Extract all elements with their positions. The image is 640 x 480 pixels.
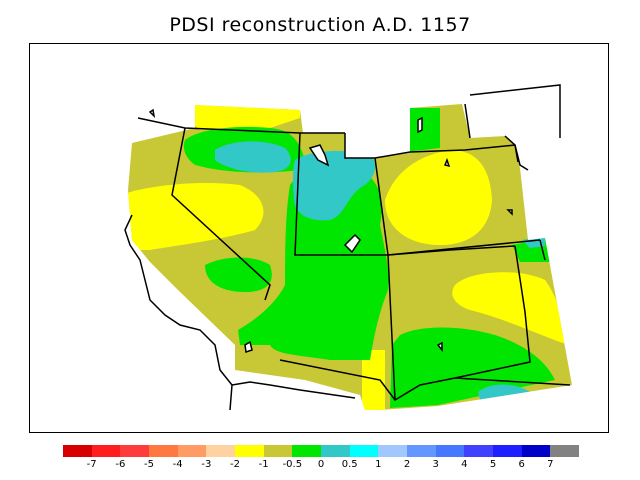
legend-swatch [292,445,322,457]
legend-swatch [263,445,293,457]
coastline [124,214,356,411]
legend-swatch [63,445,92,457]
legend-swatch [120,445,150,457]
legend-tick-label: 6 [518,459,525,470]
legend-tick-label: -0.5 [282,459,303,470]
pdsi-zone-green-central [238,168,389,360]
pdsi-zone-yellow-northeast [385,150,492,245]
legend-tick-label: -5 [144,459,154,470]
legend-tick-label: -1 [258,459,269,470]
pdsi-zone-yellow-south [362,350,385,410]
legend-swatch [435,445,465,457]
legend-swatch [521,445,551,457]
pdsi-zone-cyan-north [215,141,291,173]
legend-tick-label: 7 [547,459,554,470]
legend-tick-label: -3 [201,459,212,470]
legend-swatch [177,445,207,457]
legend-tick-label: 5 [489,459,497,470]
legend-swatch [464,445,494,457]
legend-swatch [149,445,178,457]
pdsi-zone-cyan-east-corner [522,236,545,248]
legend-tick-label: 4 [461,459,468,470]
pdsi-zone-green-southwest [205,257,272,293]
map-title: PDSI reconstruction A.D. 1157 [169,14,471,36]
legend-swatch [349,445,379,457]
legend-swatch [321,445,350,457]
legend-tick-label: 0 [317,459,325,470]
legend-tick-label: -6 [115,459,126,470]
legend-tick-label: -2 [230,459,240,470]
pdsi-zone-yellow-east [452,272,570,345]
legend-tick-label: 2 [403,459,411,470]
legend-swatch [378,445,408,457]
legend-swatch [550,445,580,457]
lakes [148,108,513,353]
state-borders [137,84,571,401]
legend-swatch [206,445,236,457]
legend-swatch [235,445,264,457]
map-frame [29,43,609,433]
pdsi-zone-cyan-central [293,150,376,221]
pdsi-zone-yellow-west [128,183,264,250]
legend-tick-label: 1 [375,459,382,470]
legend-tick-label: -4 [172,459,183,470]
legend-swatch [91,445,121,457]
legend-tick-label: 3 [432,459,439,470]
legend-tick-label: -7 [86,459,97,470]
legend-tick-label: 0.5 [341,459,358,470]
legend-swatch [493,445,522,457]
pdsi-zone-cyan-southeast [478,384,530,400]
color-legend: -7 -6 -5 -4 -3 -2 -1 -0.5 0 0.5 1 2 3 4 5 6 7 [63,445,580,475]
legend-swatch [407,445,436,457]
